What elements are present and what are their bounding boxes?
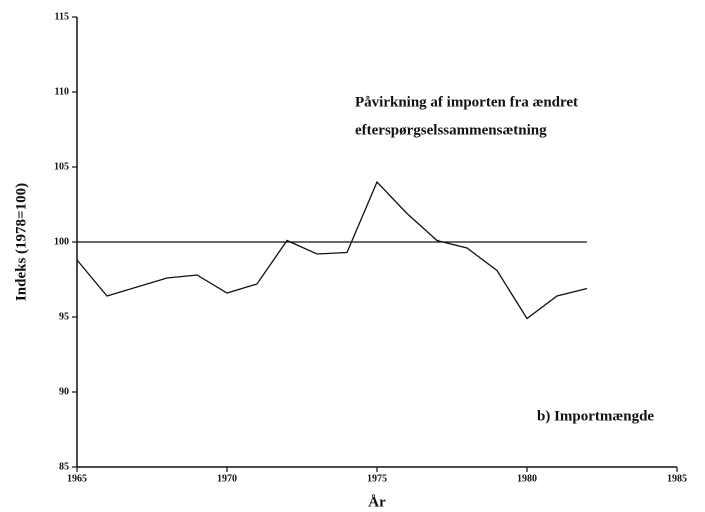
annotation: Påvirkning af importen fra ændret	[355, 94, 578, 110]
y-axis-label: Indeks (1978=100)	[13, 183, 29, 301]
y-tick-label: 85	[59, 461, 69, 472]
x-axis-label: År	[368, 494, 386, 510]
y-tick-label: 90	[59, 386, 69, 397]
y-tick-label: 110	[55, 86, 69, 97]
x-tick-label: 1980	[517, 473, 537, 484]
annotation: efterspørgselssammensætning	[355, 122, 547, 138]
series-label: b) Importmængde	[537, 408, 654, 424]
y-tick-label: 95	[59, 311, 69, 322]
y-tick-label: 100	[54, 236, 69, 247]
x-tick-label: 1970	[217, 473, 237, 484]
data-line	[76, 180, 588, 320]
y-tick-label: 105	[54, 161, 69, 172]
y-tick-label: 115	[55, 11, 69, 22]
x-tick-label: 1965	[67, 473, 87, 484]
x-tick-label: 1975	[367, 473, 387, 484]
x-tick-label: 1985	[667, 473, 687, 484]
